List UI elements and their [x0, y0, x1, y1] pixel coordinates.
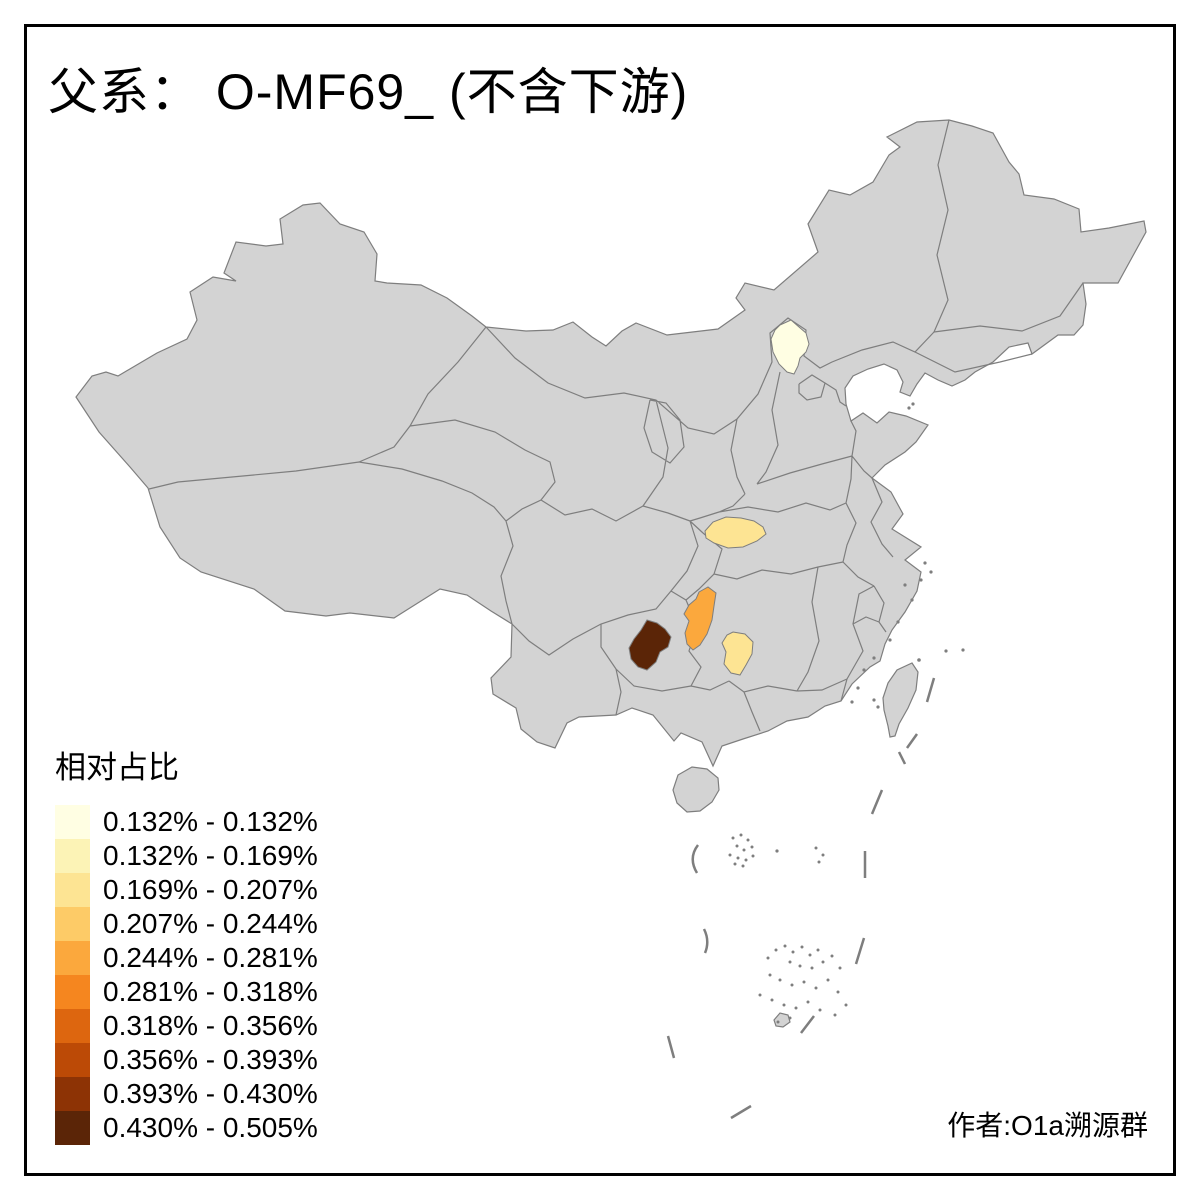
legend-swatch [55, 805, 90, 839]
legend-items: 0.132% - 0.132% 0.132% - 0.169% 0.169% - 0… [55, 805, 318, 1145]
choropleth-region-w-hunan [683, 586, 717, 651]
legend-label: 0.132% - 0.132% [103, 806, 318, 837]
legend-item: 0.393% - 0.430% [55, 1077, 318, 1111]
legend-swatch [55, 975, 90, 1009]
nine-dash-line [666, 677, 936, 1120]
legend-label: 0.244% - 0.281% [103, 942, 318, 973]
legend-swatch [55, 1077, 90, 1111]
legend-label: 0.430% - 0.505% [103, 1112, 318, 1143]
legend-item: 0.281% - 0.318% [55, 975, 318, 1009]
legend-label: 0.356% - 0.393% [103, 1044, 318, 1075]
legend-swatch [55, 1009, 90, 1043]
choropleth-region-nw-hubei [704, 516, 767, 549]
legend-swatch [55, 941, 90, 975]
legend-label: 0.281% - 0.318% [103, 976, 318, 1007]
legend-item: 0.430% - 0.505% [55, 1111, 318, 1145]
mainland-china-shape [75, 119, 1147, 768]
legend-item: 0.318% - 0.356% [55, 1009, 318, 1043]
legend-item: 0.169% - 0.207% [55, 873, 318, 907]
legend-swatch [55, 873, 90, 907]
legend-swatch [55, 1111, 90, 1145]
author-credit: 作者:O1a溯源群 [947, 1110, 1148, 1141]
province-boundaries [148, 119, 1084, 732]
legend-item: 0.207% - 0.244% [55, 907, 318, 941]
legend-swatch [55, 907, 90, 941]
legend-label: 0.132% - 0.169% [103, 840, 318, 871]
plot-frame [24, 24, 1176, 1176]
choropleth-region-north-hebei [770, 319, 810, 375]
legend-label: 0.207% - 0.244% [103, 908, 318, 939]
legend-item: 0.356% - 0.393% [55, 1043, 318, 1077]
legend-title: 相对占比 [55, 750, 179, 785]
legend-swatch [55, 1043, 90, 1077]
legend: 相对占比 0.132% - 0.132% 0.132% - 0.169% 0.169… [55, 742, 318, 1145]
small-island-dots [728, 402, 965, 1024]
legend-item: 0.132% - 0.132% [55, 805, 318, 839]
legend-label: 0.318% - 0.356% [103, 1010, 318, 1041]
choropleth-region-n-guizhou [628, 619, 672, 671]
taiwan-island [882, 662, 919, 738]
legend-label: 0.393% - 0.430% [103, 1078, 318, 1109]
legend-item: 0.244% - 0.281% [55, 941, 318, 975]
legend-swatch [55, 839, 90, 873]
choropleth-region-sw-hunan [721, 631, 754, 676]
plot-title: 父系： O-MF69_ (不含下游) [48, 64, 689, 120]
legend-label: 0.169% - 0.207% [103, 874, 318, 905]
legend-item: 0.132% - 0.169% [55, 839, 318, 873]
hainan-island [672, 766, 720, 813]
